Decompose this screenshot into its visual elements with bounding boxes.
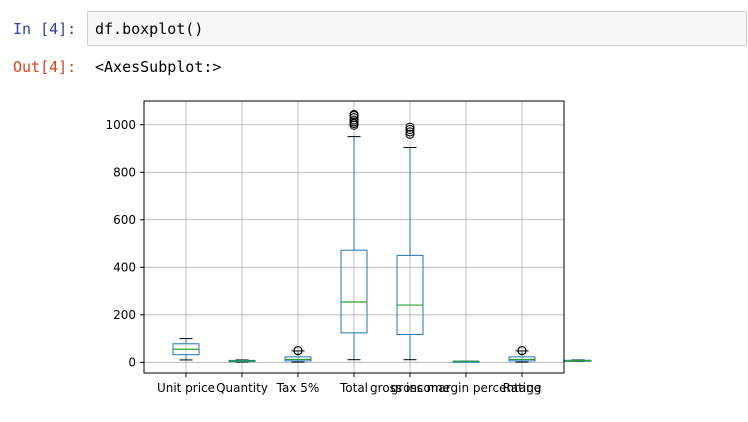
- output-prompt: Out[4]:: [13, 58, 77, 76]
- outlier-point: [405, 125, 415, 135]
- y-tick-label: 0: [128, 355, 136, 369]
- outlier-point: [405, 122, 415, 132]
- y-tick-label: 600: [113, 213, 136, 227]
- x-tick-label: Rating: [503, 381, 542, 395]
- x-tick-label: gross margin percentage: [391, 381, 541, 395]
- y-tick-label: 1000: [105, 118, 136, 132]
- y-tick-label: 800: [113, 165, 136, 179]
- output-text: <AxesSubplot:>: [95, 58, 222, 76]
- y-tick-label: 400: [113, 260, 136, 274]
- x-tick-label: gross income: [370, 381, 450, 395]
- x-tick-label: Total: [339, 381, 368, 395]
- outlier-point: [517, 346, 527, 356]
- input-prompt: In [4]:: [13, 20, 77, 38]
- outlier-point: [405, 129, 415, 139]
- box: [396, 254, 424, 336]
- x-tick-label: Unit price: [157, 381, 215, 395]
- x-tick-label: Quantity: [216, 381, 268, 395]
- y-tick-label: 200: [113, 308, 136, 322]
- axes-frame: [143, 100, 565, 374]
- code-cell[interactable]: df.boxplot(): [87, 11, 747, 46]
- outlier-point: [349, 110, 359, 120]
- x-tick-label: Tax 5%: [276, 381, 320, 395]
- code-text[interactable]: df.boxplot(): [95, 20, 204, 38]
- box: [340, 249, 368, 334]
- outlier-point: [293, 346, 303, 356]
- outlier-point: [349, 115, 359, 125]
- outlier-point: [349, 113, 359, 123]
- outlier-point: [405, 127, 415, 137]
